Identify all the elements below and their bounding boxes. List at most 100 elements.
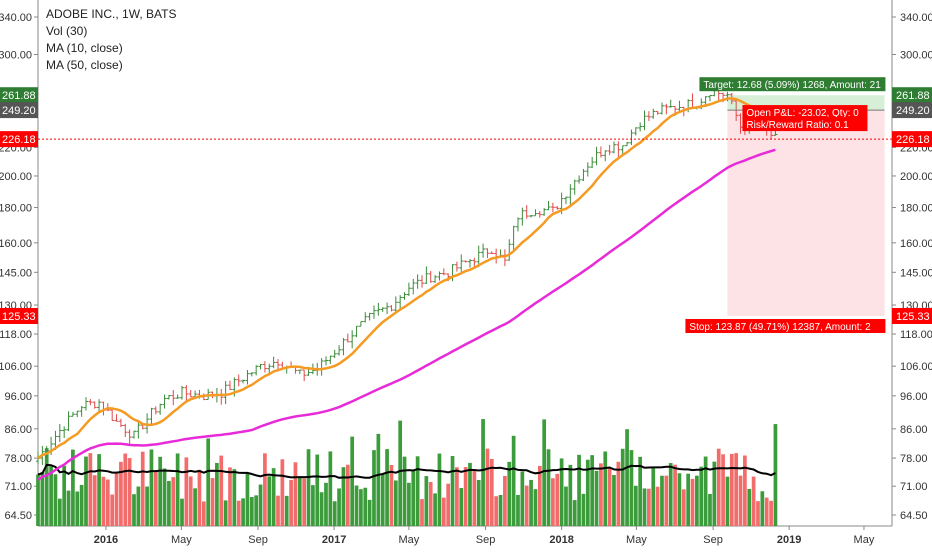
- volume-bar: [197, 469, 202, 526]
- volume-bar: [258, 484, 263, 526]
- volume-bar: [503, 475, 507, 526]
- volume-bar: [585, 459, 590, 526]
- volume-bar: [433, 493, 437, 526]
- y-tick-label-left: 106.00: [0, 361, 32, 373]
- y-tick-label-left: 64.50: [4, 510, 32, 522]
- current-price-badge-left: [0, 131, 38, 148]
- volume-bar: [450, 456, 455, 526]
- x-tick-label: May: [171, 534, 192, 546]
- volume-bar: [468, 462, 472, 526]
- volume-bar: [367, 499, 372, 526]
- volume-bar: [747, 488, 752, 526]
- volume-bar: [764, 497, 769, 526]
- x-tick-label: Sep: [703, 534, 723, 546]
- volume-bar: [428, 481, 433, 526]
- x-tick-label: 2016: [94, 534, 118, 546]
- volume-bar: [756, 501, 760, 526]
- volume-bar: [350, 436, 355, 526]
- volume-bar: [677, 473, 682, 526]
- volume-bar: [311, 485, 315, 526]
- y-tick-label-right: 145.00: [900, 267, 932, 279]
- volume-bar: [188, 476, 193, 526]
- volume-bar: [215, 462, 219, 526]
- x-tick-label: May: [399, 534, 420, 546]
- volume-bar: [201, 501, 206, 526]
- y-tick-label-right: 180.00: [900, 203, 932, 215]
- volume-bar: [345, 464, 350, 526]
- volume-bar: [668, 463, 673, 526]
- volume-bar: [773, 424, 778, 526]
- y-tick-label-right: 200.00: [900, 171, 932, 183]
- volume-bar: [341, 467, 346, 526]
- x-tick-label: 2019: [777, 534, 801, 546]
- volume-bar: [647, 488, 651, 526]
- volume-bar: [455, 467, 459, 526]
- volume-bar: [729, 453, 734, 526]
- volume-bar: [655, 486, 660, 526]
- volume-bar: [629, 450, 634, 526]
- volume-bar: [638, 456, 643, 526]
- volume-bar: [271, 468, 276, 526]
- volume-bar: [393, 480, 398, 526]
- volume-bar: [315, 454, 320, 526]
- volume-bar: [633, 485, 638, 526]
- x-tick-label: May: [854, 534, 875, 546]
- legend-volume[interactable]: Vol (30): [46, 24, 88, 38]
- volume-bar: [79, 484, 84, 526]
- volume-bar: [651, 467, 656, 526]
- volume-bar: [664, 475, 669, 526]
- volume-bar: [441, 497, 446, 526]
- stop-label-text: Stop: 123.87 (49.71%) 12387, Amount: 2: [689, 322, 871, 333]
- volume-ma-line: [37, 463, 776, 479]
- stop-price-badge-right: [892, 307, 932, 324]
- stop-zone: [727, 110, 885, 316]
- volume-bar: [40, 471, 45, 526]
- y-tick-label-left: 300.00: [0, 49, 32, 61]
- volume-bar: [110, 494, 115, 526]
- volume-bar: [276, 495, 280, 526]
- rr-label-text: Risk/Reward Ratio: 0.1: [746, 120, 849, 131]
- volume-bar: [625, 429, 629, 526]
- volume-bar: [297, 477, 302, 526]
- stop-label: Stop: 123.87 (49.71%) 12387, Amount: 2: [685, 318, 886, 333]
- volume-bar: [145, 486, 149, 526]
- volume-bar: [507, 461, 512, 526]
- volume-bar: [84, 456, 88, 526]
- x-tick-label: Sep: [476, 534, 496, 546]
- volume-bar: [167, 481, 171, 526]
- stop-price-badge-right-text: 125.33: [896, 311, 930, 323]
- volume-bar: [498, 494, 503, 526]
- pnl-label: Open P&L: -23.02, Qty: 0: [742, 105, 868, 120]
- volume-bar: [380, 474, 385, 526]
- volume-bar: [446, 483, 451, 526]
- volume-bar: [686, 473, 691, 526]
- volume-bar: [193, 488, 197, 526]
- volume-bar: [385, 449, 389, 526]
- y-tick-label-right: 118.00: [900, 329, 932, 341]
- volume-bar: [123, 453, 128, 526]
- volume-bar: [280, 459, 285, 526]
- volume-bar: [690, 478, 695, 526]
- legend-ma10[interactable]: MA (10, close): [46, 41, 123, 55]
- volume-bar: [590, 455, 595, 526]
- volume-bar: [127, 458, 132, 526]
- volume-bar: [245, 472, 250, 526]
- volume-bar: [564, 486, 568, 526]
- volume-bar: [520, 471, 525, 526]
- volume-bar: [223, 500, 228, 526]
- pnl-label-bg: [742, 105, 868, 120]
- volume-bar: [376, 433, 381, 526]
- volume-bar: [485, 448, 490, 526]
- volume-bar: [136, 486, 141, 526]
- volume-bar: [524, 485, 529, 526]
- y-tick-label-right: 96.00: [900, 391, 928, 403]
- volume-bar: [162, 468, 167, 526]
- volume-bar: [254, 495, 259, 526]
- legend-ma50[interactable]: MA (50, close): [46, 58, 123, 72]
- x-tick-label: 2018: [549, 534, 573, 546]
- volume-bar: [398, 420, 403, 526]
- current-price-badge-left-text: 226.18: [2, 134, 36, 146]
- target-price-badge-left: [0, 87, 38, 104]
- volume-bar: [267, 476, 272, 526]
